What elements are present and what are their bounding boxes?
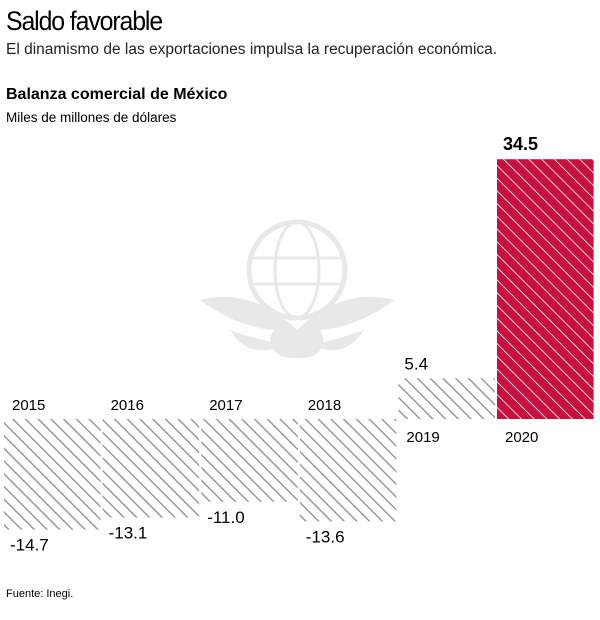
chart-title: Balanza comercial de México <box>6 86 228 103</box>
value-label-2020: 34.5 <box>503 134 538 154</box>
value-label-2016: -13.1 <box>109 524 148 543</box>
value-label-2017: -11.0 <box>207 508 245 527</box>
category-label-2016: 2016 <box>111 397 144 414</box>
bar-2019 <box>398 378 495 419</box>
category-label-2017: 2017 <box>209 397 242 414</box>
value-label-2015: -14.7 <box>10 536 49 555</box>
eagle-emblem-watermark <box>200 219 395 359</box>
category-label-2020: 2020 <box>505 429 538 446</box>
page-subtitle: El dinamismo de las exportaciones impuls… <box>6 41 498 58</box>
source-note: Fuente: Inegi. <box>6 588 74 600</box>
bar-2015 <box>4 419 101 530</box>
bar-2018 <box>299 419 397 522</box>
value-label-2018: -13.6 <box>306 527 345 546</box>
bar-2020 <box>497 159 594 419</box>
chart-unit-label: Miles de millones de dólares <box>6 110 177 125</box>
bar-2016 <box>102 419 200 518</box>
value-label-2019: 5.4 <box>404 354 428 373</box>
category-label-2018: 2018 <box>308 397 341 414</box>
bar-2017 <box>201 419 298 502</box>
page-title: Saldo favorable <box>6 6 163 36</box>
category-label-2015: 2015 <box>12 397 45 414</box>
category-label-2019: 2019 <box>406 429 439 446</box>
